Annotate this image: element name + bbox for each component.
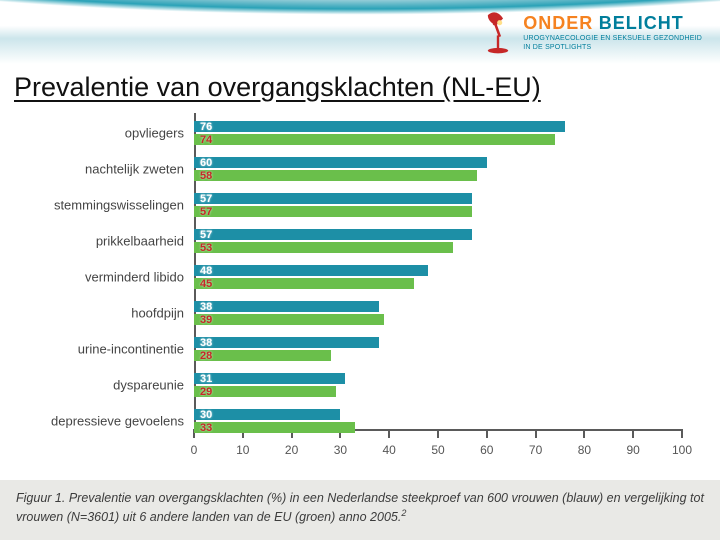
bar-nl bbox=[194, 337, 379, 348]
category-label: prikkelbaarheid bbox=[18, 234, 194, 249]
bar-nl bbox=[194, 265, 428, 276]
bar-eu bbox=[194, 170, 477, 181]
bar-group: dyspareunie3129 bbox=[194, 373, 682, 397]
figure-caption: Figuur 1. Prevalentie van overgangsklach… bbox=[16, 490, 704, 526]
category-label: urine-incontinentie bbox=[18, 342, 194, 357]
x-tick-label: 40 bbox=[383, 443, 396, 457]
bar-eu bbox=[194, 386, 336, 397]
prevalence-chart: 0102030405060708090100opvliegers7674nach… bbox=[14, 109, 706, 465]
category-label: stemmingswisselingen bbox=[18, 198, 194, 213]
bar-eu bbox=[194, 242, 453, 253]
category-label: hoofdpijn bbox=[18, 306, 194, 321]
bar-eu bbox=[194, 278, 414, 289]
bar-nl bbox=[194, 373, 345, 384]
caption-superscript: 2 bbox=[401, 508, 406, 518]
value-label-eu: 58 bbox=[200, 170, 212, 182]
value-label-eu: 74 bbox=[200, 134, 212, 146]
bar-eu bbox=[194, 422, 355, 433]
brand-logo: ONDER BELICHT UROGYNAECOLOGIE EN SEKSUEL… bbox=[481, 6, 702, 58]
bar-nl bbox=[194, 121, 565, 132]
value-label-eu: 53 bbox=[200, 242, 212, 254]
x-tick-label: 30 bbox=[334, 443, 347, 457]
value-label-nl: 57 bbox=[200, 229, 212, 241]
value-label-nl: 30 bbox=[200, 409, 212, 421]
brand-subtitle-2: IN DE SPOTLIGHTS bbox=[523, 44, 702, 51]
value-label-eu: 39 bbox=[200, 314, 212, 326]
bar-nl bbox=[194, 157, 487, 168]
x-tick-label: 10 bbox=[236, 443, 249, 457]
bar-group: hoofdpijn3839 bbox=[194, 301, 682, 325]
figure-caption-band: Figuur 1. Prevalentie van overgangsklach… bbox=[0, 480, 720, 540]
brand-title-part2: BELICHT bbox=[599, 13, 684, 33]
bar-eu bbox=[194, 314, 384, 325]
value-label-nl: 76 bbox=[200, 121, 212, 133]
bar-nl bbox=[194, 229, 472, 240]
value-label-nl: 38 bbox=[200, 337, 212, 349]
bar-group: prikkelbaarheid5753 bbox=[194, 229, 682, 253]
page-title: Prevalentie van overgangsklachten (NL-EU… bbox=[0, 64, 720, 103]
header-band: ONDER BELICHT UROGYNAECOLOGIE EN SEKSUEL… bbox=[0, 0, 720, 64]
bar-eu bbox=[194, 206, 472, 217]
x-tick-label: 50 bbox=[431, 443, 444, 457]
brand-subtitle-1: UROGYNAECOLOGIE EN SEKSUELE GEZONDHEID bbox=[523, 35, 702, 42]
bar-group: nachtelijk zweten6058 bbox=[194, 157, 682, 181]
x-tick-label: 80 bbox=[578, 443, 591, 457]
bar-eu bbox=[194, 134, 555, 145]
bar-group: stemmingswisselingen5757 bbox=[194, 193, 682, 217]
caption-prefix: Figuur 1. bbox=[16, 491, 65, 505]
bar-nl bbox=[194, 301, 379, 312]
x-tick-label: 60 bbox=[480, 443, 493, 457]
value-label-nl: 31 bbox=[200, 373, 212, 385]
bar-nl bbox=[194, 409, 340, 420]
value-label-eu: 29 bbox=[200, 386, 212, 398]
x-tick-label: 0 bbox=[191, 443, 198, 457]
x-tick-label: 100 bbox=[672, 443, 692, 457]
value-label-nl: 57 bbox=[200, 193, 212, 205]
bar-group: opvliegers7674 bbox=[194, 121, 682, 145]
bar-nl bbox=[194, 193, 472, 204]
value-label-nl: 38 bbox=[200, 301, 212, 313]
brand-title: ONDER BELICHT bbox=[523, 14, 702, 33]
plot-area: 0102030405060708090100opvliegers7674nach… bbox=[194, 117, 682, 431]
bar-group: depressieve gevoelens3033 bbox=[194, 409, 682, 433]
bar-group: urine-incontinentie3828 bbox=[194, 337, 682, 361]
category-label: nachtelijk zweten bbox=[18, 162, 194, 177]
x-tick-label: 20 bbox=[285, 443, 298, 457]
lamp-icon bbox=[481, 10, 515, 54]
category-label: verminderd libido bbox=[18, 270, 194, 285]
bar-group: verminderd libido4845 bbox=[194, 265, 682, 289]
bar-eu bbox=[194, 350, 331, 361]
value-label-eu: 28 bbox=[200, 350, 212, 362]
caption-body: Prevalentie van overgangsklachten (%) in… bbox=[16, 491, 704, 524]
category-label: dyspareunie bbox=[18, 378, 194, 393]
x-tick-label: 90 bbox=[627, 443, 640, 457]
value-label-eu: 45 bbox=[200, 278, 212, 290]
value-label-nl: 60 bbox=[200, 157, 212, 169]
x-tick-label: 70 bbox=[529, 443, 542, 457]
value-label-eu: 33 bbox=[200, 422, 212, 434]
category-label: opvliegers bbox=[18, 126, 194, 141]
value-label-eu: 57 bbox=[200, 206, 212, 218]
value-label-nl: 48 bbox=[200, 265, 212, 277]
category-label: depressieve gevoelens bbox=[18, 414, 194, 429]
brand-title-part1: ONDER bbox=[523, 13, 593, 33]
